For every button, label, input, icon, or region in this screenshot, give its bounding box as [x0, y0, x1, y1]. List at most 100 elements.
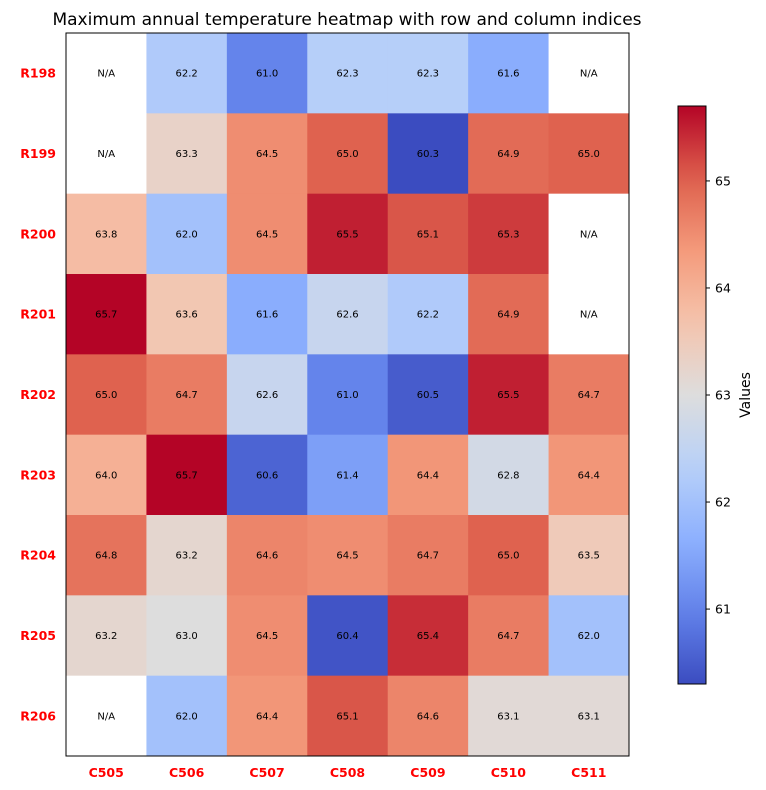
row-label-R200: R200: [20, 226, 56, 241]
cell-label-R199-C510: 64.9: [497, 149, 519, 160]
cell-label-R204-C511: 63.5: [578, 551, 600, 562]
row-label-R203: R203: [20, 467, 56, 482]
heatmap-cell-R200-C507: [226, 193, 308, 275]
row-label-R199: R199: [20, 146, 56, 161]
heatmap-cell-R203-C506: [146, 434, 228, 516]
cell-label-R198-C510: 61.6: [497, 69, 519, 80]
colorbar: [677, 105, 707, 685]
row-label-R201: R201: [20, 307, 56, 322]
heatmap-cell-R206-C511: [548, 675, 630, 757]
cell-label-R203-C508: 61.4: [336, 470, 358, 481]
heatmap-cell-R201-C506: [146, 274, 228, 355]
cell-label-R200-C510: 65.3: [497, 229, 519, 240]
cell-label-R199-C507: 64.5: [256, 149, 278, 160]
cell-label-R202-C508: 61.0: [336, 390, 358, 401]
cell-label-R202-C510: 65.5: [497, 390, 519, 401]
heatmap-cell-R206-C507: [226, 675, 308, 757]
cell-label-R201-C506: 63.6: [176, 310, 198, 321]
colorbar-label: Values: [738, 372, 754, 418]
heatmap-cell-R205-C507: [226, 595, 308, 677]
heatmap-cell-R198-C508: [307, 33, 389, 114]
heatmap-cell-R198-C510: [468, 33, 550, 114]
heatmap-cell-R203-C507: [226, 434, 308, 516]
cell-label-R204-C505: 64.8: [95, 551, 117, 562]
heatmap-cell-R204-C510: [468, 515, 550, 596]
heatmap-cell-R199-C510: [468, 113, 550, 195]
cell-label-R199-C509: 60.3: [417, 149, 439, 160]
chart-title: Maximum annual temperature heatmap with …: [52, 10, 641, 30]
heatmap-cell-R204-C509: [387, 515, 469, 596]
heatmap-cell-R200-C511: [548, 193, 630, 275]
heatmap-cell-R204-C511: [548, 515, 630, 596]
column-tick-labels: C505 C506 C507 C508 C509 C510 C511: [89, 765, 607, 780]
heatmap-cell-R202-C508: [307, 354, 389, 436]
heatmap-cell-R201-C508: [307, 274, 389, 355]
heatmap-cell-R200-C509: [387, 193, 469, 275]
cell-label-R206-C508: 65.1: [336, 711, 358, 722]
row-label-R204: R204: [20, 548, 56, 563]
cell-label-R200-C505: 63.8: [95, 229, 117, 240]
colorbar-tick-label-65: 65: [715, 173, 731, 188]
cell-label-R199-C508: 65.0: [336, 149, 358, 160]
cell-label-R203-C506: 65.7: [176, 470, 198, 481]
column-label-C509: C509: [410, 765, 445, 780]
heatmap-cell-R201-C509: [387, 274, 469, 355]
heatmap-cell-R204-C508: [307, 515, 389, 596]
cell-label-R204-C507: 64.6: [256, 551, 278, 562]
colorbar-tick-label-64: 64: [715, 280, 731, 295]
cell-label-R201-C505: 65.7: [95, 310, 117, 321]
heatmap-cell-R203-C508: [307, 434, 389, 516]
cell-label-R203-C507: 60.6: [256, 470, 278, 481]
cell-label-R205-C510: 64.7: [497, 631, 519, 642]
cell-label-R198-C506: 62.2: [176, 69, 198, 80]
cell-label-R202-C505: 65.0: [95, 390, 117, 401]
cell-label-R205-C507: 64.5: [256, 631, 278, 642]
heatmap-cell-R199-C506: [146, 113, 228, 195]
cell-label-R199-C511: 65.0: [578, 149, 600, 160]
cell-label-R202-C507: 62.6: [256, 390, 278, 401]
cell-label-R205-C511: 62.0: [578, 631, 600, 642]
column-label-C511: C511: [571, 765, 606, 780]
cell-label-R201-C508: 62.6: [336, 310, 358, 321]
heatmap-cell-R206-C505: [66, 675, 147, 757]
heatmap-cell-R204-C507: [226, 515, 308, 596]
column-label-C506: C506: [169, 765, 205, 780]
heatmap-cell-R206-C509: [387, 675, 469, 757]
heatmap-cell-R206-C510: [468, 675, 550, 757]
cell-label-R203-C505: 64.0: [95, 470, 117, 481]
heatmap-cell-R198-C506: [146, 33, 228, 114]
column-label-C508: C508: [330, 765, 365, 780]
colorbar-tick-label-61: 61: [715, 602, 731, 617]
colorbar-ticks: 61 62 63 64 65: [706, 173, 731, 617]
heatmap-cell-R202-C507: [226, 354, 308, 436]
cell-label-R203-C509: 64.4: [417, 470, 439, 481]
cell-label-R198-C509: 62.3: [417, 69, 439, 80]
cell-label-R205-C509: 65.4: [417, 631, 439, 642]
heatmap-cell-R205-C509: [387, 595, 469, 677]
heatmap-cell-R205-C506: [146, 595, 228, 677]
column-label-C510: C510: [491, 765, 527, 780]
heatmap-cell-R201-C507: [226, 274, 308, 355]
row-label-R198: R198: [20, 66, 56, 81]
heatmap-cell-R199-C511: [548, 113, 630, 195]
heatmap-cell-R198-C507: [226, 33, 308, 114]
heatmap-cell-R202-C509: [387, 354, 469, 436]
cell-label-R199-C506: 63.3: [176, 149, 198, 160]
heatmap-cell-R202-C506: [146, 354, 228, 436]
heatmap-cell-R199-C507: [226, 113, 308, 195]
cell-label-R206-C506: 62.0: [176, 711, 198, 722]
cell-label-R204-C506: 63.2: [176, 551, 198, 562]
cell-label-R202-C509: 60.5: [417, 390, 439, 401]
heatmap-cells: [66, 33, 630, 757]
column-label-C505: C505: [89, 765, 124, 780]
heatmap-cell-R199-C505: [66, 113, 147, 195]
column-label-C507: C507: [249, 765, 284, 780]
heatmap-cell-R203-C509: [387, 434, 469, 516]
cell-value-labels: N/A 62.2 61.0 62.3 62.3 61.6 N/A N/A 63.3 64.5 65.…: [95, 69, 600, 723]
cell-label-R204-C508: 64.5: [336, 551, 358, 562]
heatmap-cell-R200-C508: [307, 193, 389, 275]
heatmap-cell-R205-C510: [468, 595, 550, 677]
heatmap-cell-R200-C510: [468, 193, 550, 275]
cell-label-R203-C510: 62.8: [497, 470, 519, 481]
